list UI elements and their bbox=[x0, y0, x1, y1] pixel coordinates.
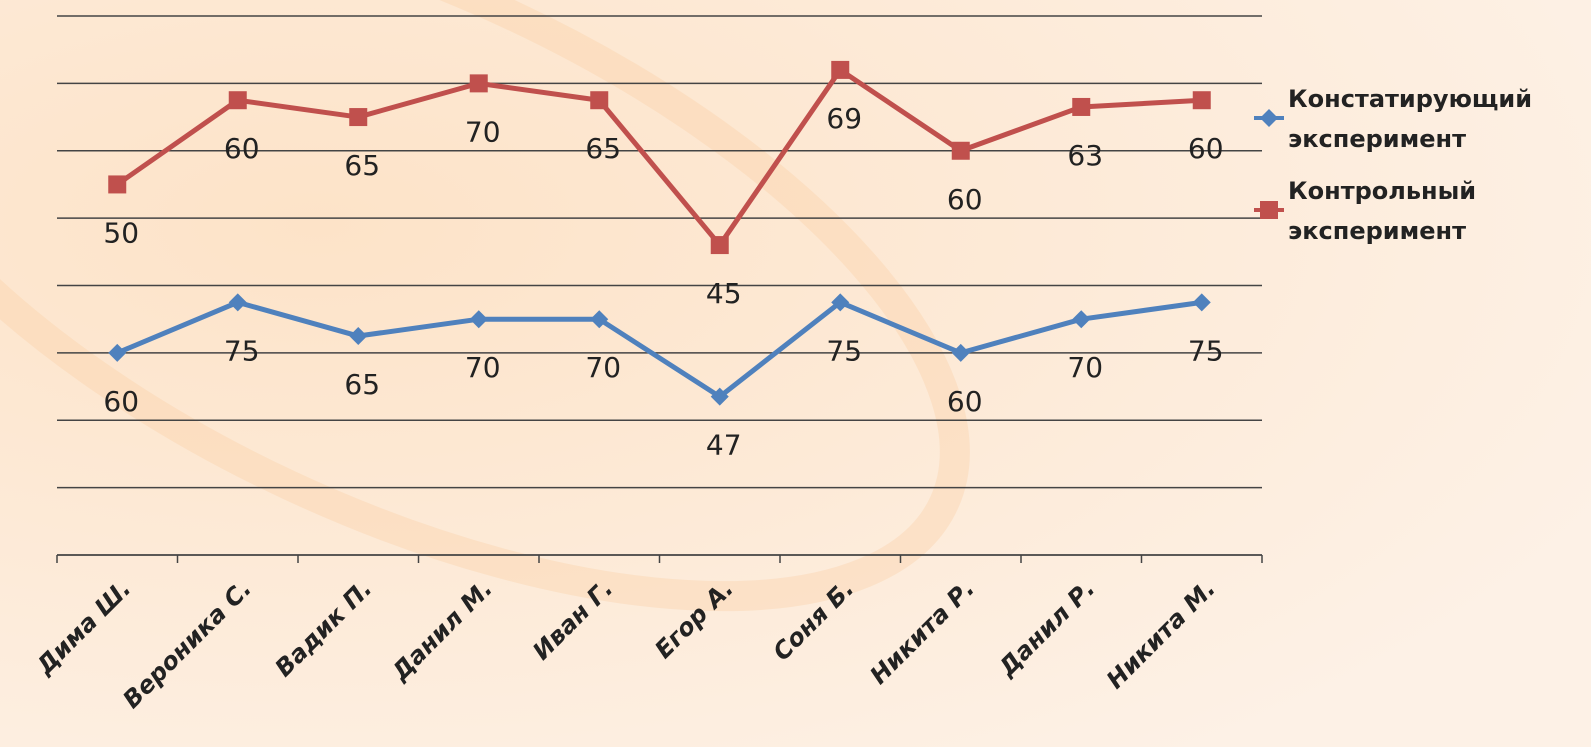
point bbox=[1072, 97, 1091, 116]
legend-marker bbox=[1260, 201, 1278, 219]
point bbox=[469, 74, 488, 93]
data-label: 70 bbox=[465, 115, 501, 148]
point bbox=[349, 108, 368, 127]
point bbox=[710, 387, 729, 406]
legend-label: Контрольный эксперимент bbox=[1288, 177, 1476, 245]
point bbox=[349, 327, 368, 346]
data-label: 65 bbox=[585, 132, 621, 165]
data-label: 63 bbox=[1067, 139, 1103, 172]
point bbox=[1192, 91, 1211, 110]
data-label: 60 bbox=[103, 385, 139, 418]
point bbox=[108, 343, 127, 362]
legend-label: Констатирующий эксперимент bbox=[1288, 85, 1532, 153]
data-label: 65 bbox=[344, 368, 380, 401]
legend-marker bbox=[1260, 109, 1278, 127]
data-label: 75 bbox=[826, 334, 862, 367]
point bbox=[469, 310, 488, 329]
point bbox=[228, 293, 247, 312]
data-label: 50 bbox=[103, 216, 139, 249]
data-label: 75 bbox=[224, 334, 260, 367]
point bbox=[831, 60, 850, 79]
data-label: 65 bbox=[344, 149, 380, 182]
data-label: 47 bbox=[706, 429, 742, 462]
point bbox=[590, 310, 609, 329]
data-label: 75 bbox=[1188, 334, 1224, 367]
data-label: 69 bbox=[826, 102, 862, 135]
point bbox=[1192, 293, 1211, 312]
series-line bbox=[115, 67, 1202, 248]
point bbox=[1072, 310, 1091, 329]
data-label: 60 bbox=[947, 183, 983, 216]
data-label: 60 bbox=[224, 132, 260, 165]
data-label: 45 bbox=[706, 277, 742, 310]
point bbox=[951, 343, 970, 362]
data-label: 70 bbox=[585, 351, 621, 384]
data-label: 70 bbox=[465, 351, 501, 384]
point bbox=[108, 175, 127, 194]
point bbox=[228, 91, 247, 110]
data-label: 60 bbox=[947, 385, 983, 418]
point bbox=[710, 236, 729, 255]
point bbox=[951, 141, 970, 160]
data-label: 60 bbox=[1188, 132, 1224, 165]
point bbox=[831, 293, 850, 312]
data-label: 70 bbox=[1067, 351, 1103, 384]
point bbox=[590, 91, 609, 110]
series-line bbox=[116, 299, 1203, 400]
decoration bbox=[0, 0, 970, 612]
